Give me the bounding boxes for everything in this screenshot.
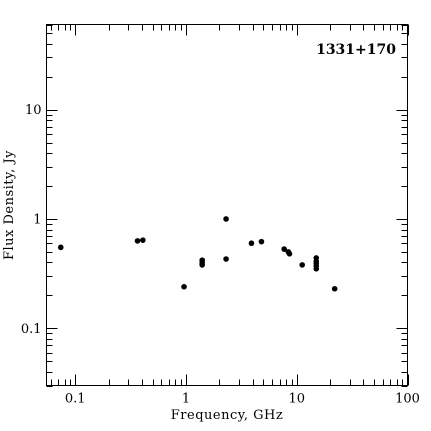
chart-title: 1331+170 — [316, 42, 396, 58]
data-point — [313, 255, 320, 261]
data-point — [140, 237, 146, 243]
data-point — [134, 238, 141, 244]
data-point — [57, 244, 64, 251]
data-point — [331, 285, 338, 292]
y-tick-label: 10 — [25, 103, 42, 118]
tick-labels: 0.1 1 10 100 0.1 1 10 — [21, 103, 420, 406]
x-tick-label: 10 — [288, 392, 305, 407]
data-point — [199, 257, 205, 263]
data-points — [57, 216, 338, 292]
data-point — [281, 246, 287, 252]
x-tick-label: 1 — [182, 392, 190, 407]
y-tick-label: 0.1 — [21, 322, 42, 337]
data-point — [258, 238, 265, 245]
data-point — [223, 256, 229, 262]
x-axis-label: Frequency, GHz — [171, 408, 283, 423]
data-point — [223, 216, 229, 222]
data-point — [299, 262, 306, 268]
data-point — [248, 240, 255, 247]
y-axis-label: Flux Density, Jy — [2, 150, 17, 260]
y-tick-label: 1 — [33, 212, 41, 227]
x-tick-label: 100 — [395, 392, 420, 407]
plot-frame — [46, 24, 408, 386]
data-point — [286, 251, 293, 257]
data-point — [181, 283, 187, 290]
tick-marks — [46, 24, 409, 387]
x-tick-label: 0.1 — [65, 392, 86, 407]
